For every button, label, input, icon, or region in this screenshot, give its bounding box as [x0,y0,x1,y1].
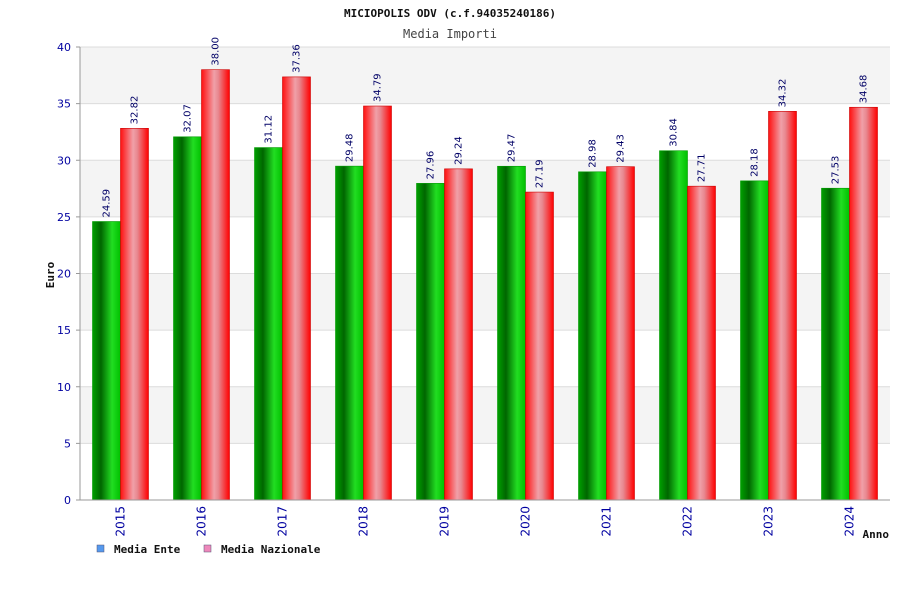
y-tick-label: 15 [57,324,71,337]
data-label: 37.36 [292,44,303,73]
data-label: 29.48 [345,133,356,162]
data-label: 34.68 [859,75,870,104]
x-tick-label: 2019 [438,506,452,537]
bar-media-ente-2020 [497,165,526,501]
data-label: 27.96 [426,151,437,180]
data-labels: 24.59 32.82 32.07 38.00 31.12 37.36 29.48 34.79… [102,37,870,218]
data-label: 27.53 [831,156,842,185]
legend: Media Ente Media Nazionale [96,543,321,556]
data-label: 38.00 [211,37,222,66]
bars-group [92,69,878,501]
legend-label-media-nazionale: Media Nazionale [221,543,321,556]
y-tick-label: 20 [57,268,71,281]
y-tick-label: 40 [57,41,71,54]
legend-swatch-media-ente [96,544,105,553]
x-tick-label: 2023 [762,506,776,537]
bar-media-nazionale-2021 [606,166,635,501]
bar-media-nazionale-2023 [768,111,797,501]
bar-media-ente-2016 [173,136,202,501]
y-tick-labels: 0 5 10 15 20 25 30 35 40 [57,41,71,507]
y-tick-label: 0 [64,494,71,507]
x-tick-label: 2017 [276,506,290,537]
bar-media-ente-2019 [416,183,445,501]
data-label: 29.24 [454,136,465,165]
legend-swatch-media-nazionale [203,544,212,553]
data-label: 31.12 [264,115,275,144]
data-label: 27.71 [697,154,708,183]
x-tick-label: 2015 [114,506,128,537]
bar-media-ente-2018 [335,165,364,501]
x-tick-label: 2020 [519,506,533,537]
x-tick-label: 2018 [357,506,371,537]
y-tick-label: 10 [57,381,71,394]
data-label: 30.84 [669,118,680,147]
chart-title: MICIOPOLIS ODV (c.f.94035240186) [344,7,556,20]
bar-media-ente-2017 [254,147,283,501]
bar-media-ente-2022 [659,150,688,501]
y-tick-label: 25 [57,211,71,224]
data-label: 24.59 [102,189,113,218]
data-label: 32.82 [130,96,141,125]
bar-media-nazionale-2024 [849,106,878,501]
bar-media-nazionale-2018 [363,105,392,501]
bar-media-nazionale-2017 [282,76,311,501]
bar-media-ente-2023 [740,180,769,501]
y-tick-label: 35 [57,98,71,111]
bar-media-ente-2024 [821,187,850,501]
x-tick-label: 2016 [195,506,209,537]
bar-media-nazionale-2020 [525,191,554,501]
chart-subtitle: Media Importi [403,27,497,41]
legend-label-media-ente: Media Ente [114,543,181,556]
data-label: 29.43 [616,134,627,163]
bar-media-nazionale-2015 [120,128,149,501]
bar-media-ente-2021 [578,171,607,501]
x-tick-labels: 2015 2016 2017 2018 2019 2020 2021 2022 2023 2024 [114,506,857,537]
x-tick-label: 2024 [843,506,857,537]
data-label: 28.18 [750,148,761,177]
bar-media-ente-2015 [92,221,121,501]
y-tick-label: 5 [64,437,71,450]
y-axis-title: Euro [44,261,57,288]
x-tick-label: 2021 [600,506,614,537]
data-label: 32.07 [183,104,194,133]
data-label: 28.98 [588,139,599,168]
data-label: 29.47 [507,134,518,163]
data-label: 34.79 [373,73,384,102]
x-tick-label: 2022 [681,506,695,537]
bar-media-nazionale-2022 [687,185,716,501]
bar-media-nazionale-2019 [444,168,473,501]
bar-media-nazionale-2016 [201,69,230,501]
y-tick-label: 30 [57,154,71,167]
data-label: 34.32 [778,79,789,108]
data-label: 27.19 [535,159,546,188]
x-axis-title: Anno [863,528,890,541]
